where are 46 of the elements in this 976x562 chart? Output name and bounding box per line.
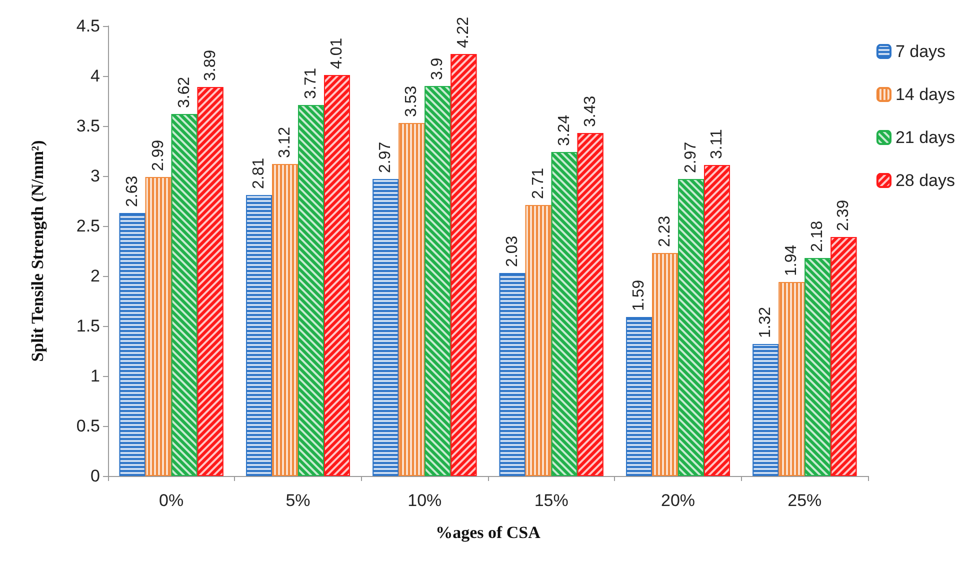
data-label: 2.03 <box>504 236 521 267</box>
data-label: 2.39 <box>835 200 852 231</box>
y-tick-label: 0.5 <box>76 416 100 436</box>
data-label: 4.01 <box>328 38 346 69</box>
data-label: 2.71 <box>530 168 547 199</box>
data-label: 2.23 <box>656 216 674 247</box>
data-label: 3.89 <box>202 50 219 81</box>
x-tick-label: 5% <box>286 491 310 510</box>
data-label: 2.18 <box>809 220 826 252</box>
y-axis-title: Split Tensile Strength (N/mm²) <box>28 140 47 362</box>
x-tick-label: 10% <box>408 491 442 510</box>
data-label: 4.22 <box>455 16 472 48</box>
x-tick-label: 15% <box>534 491 568 510</box>
data-label: 3.53 <box>403 86 420 117</box>
data-label: 1.94 <box>783 244 800 276</box>
data-label: 3.62 <box>176 76 193 108</box>
legend-label: 14 days <box>895 85 956 104</box>
y-tick-label: 1 <box>90 366 100 386</box>
y-tick-label: 2.5 <box>76 216 100 236</box>
data-label: 1.59 <box>630 280 648 311</box>
data-label: 2.81 <box>250 158 268 189</box>
data-label: 2.63 <box>124 176 141 207</box>
y-tick-label: 2 <box>90 266 100 286</box>
data-label: 3.24 <box>556 114 573 146</box>
data-label: 2.99 <box>150 140 167 171</box>
data-label: 3.71 <box>302 68 320 99</box>
y-tick-label: 3 <box>90 166 100 186</box>
data-label: 3.11 <box>708 128 726 159</box>
x-tick-label: 25% <box>788 491 822 510</box>
y-tick-label: 4 <box>90 66 100 86</box>
y-tick-label: 3.5 <box>76 116 100 136</box>
data-label: 2.97 <box>377 142 394 173</box>
y-tick-label: 1.5 <box>76 316 100 336</box>
data-label: 2.97 <box>682 142 700 173</box>
legend-label: 28 days <box>895 171 956 190</box>
data-label: 3.12 <box>276 126 294 158</box>
data-label: 1.32 <box>757 306 774 338</box>
y-tick-label: 4.5 <box>76 16 100 36</box>
y-tick-label: 0 <box>90 466 100 486</box>
legend-label: 7 days <box>895 42 946 61</box>
x-axis-title: %ages of CSA <box>436 523 542 542</box>
data-label: 3.9 <box>429 58 446 80</box>
data-label: 3.43 <box>582 96 599 127</box>
x-tick-label: 0% <box>159 491 184 510</box>
x-tick-label: 20% <box>660 491 696 510</box>
legend-label: 21 days <box>895 128 956 147</box>
